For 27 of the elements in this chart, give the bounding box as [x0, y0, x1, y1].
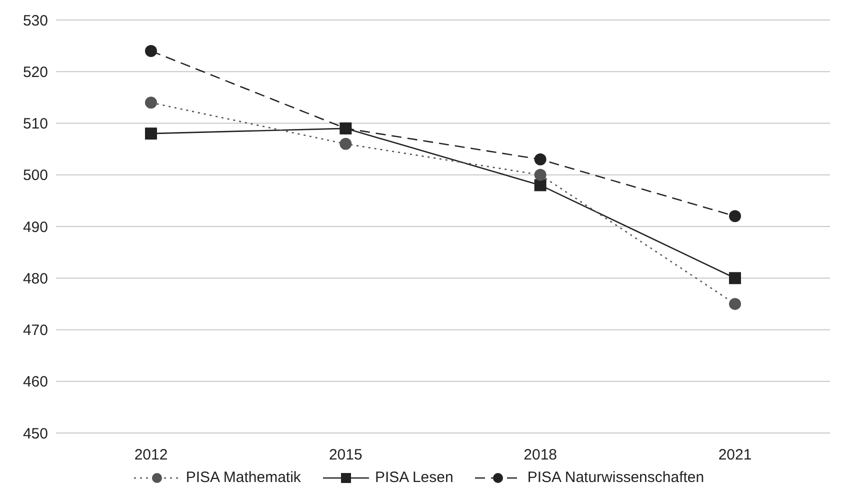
x-tick-label: 2021	[718, 446, 752, 464]
point	[729, 298, 741, 310]
y-tick-label: 490	[22, 218, 48, 236]
point	[145, 44, 157, 57]
y-tick-label: 480	[22, 270, 48, 288]
point	[729, 272, 741, 284]
point	[340, 122, 352, 134]
y-tick-label: 510	[22, 116, 48, 133]
y-tick-label: 500	[22, 167, 48, 184]
point	[145, 96, 157, 109]
point	[534, 168, 546, 181]
x-tick-label: 2018	[524, 446, 558, 464]
point	[534, 153, 546, 166]
y-tick-label: 450	[22, 425, 48, 442]
x-tick-label: 2015	[328, 446, 362, 464]
x-tick-label: 2012	[134, 446, 168, 464]
legend-label: PISA Lesen	[374, 469, 454, 486]
y-tick-label: 520	[22, 64, 48, 81]
legend-label: PISA Mathematik	[186, 469, 301, 486]
y-tick-label: 460	[22, 374, 48, 391]
point	[340, 138, 352, 150]
y-tick-label: 470	[22, 322, 48, 340]
y-tick-label: 530	[22, 12, 48, 30]
point	[534, 179, 546, 192]
point	[729, 210, 741, 222]
point	[145, 128, 157, 140]
legend-label: PISA Naturwissenschaften	[527, 469, 704, 486]
